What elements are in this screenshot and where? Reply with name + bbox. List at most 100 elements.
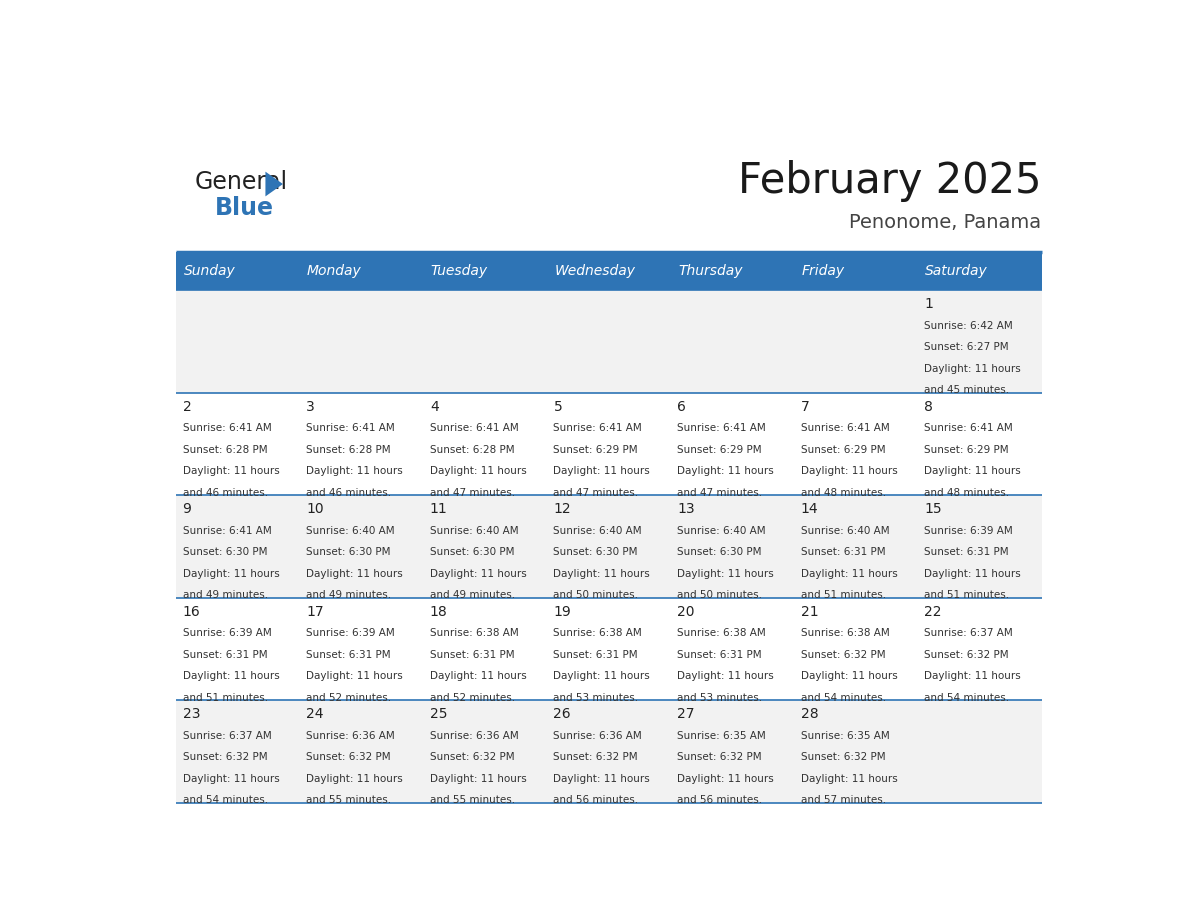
Text: and 53 minutes.: and 53 minutes. bbox=[554, 693, 639, 703]
Text: Sunset: 6:28 PM: Sunset: 6:28 PM bbox=[183, 445, 267, 454]
Text: Blue: Blue bbox=[215, 196, 273, 219]
Text: 24: 24 bbox=[307, 708, 323, 722]
Text: Daylight: 11 hours: Daylight: 11 hours bbox=[430, 774, 526, 784]
FancyBboxPatch shape bbox=[176, 252, 299, 290]
Text: 23: 23 bbox=[183, 708, 200, 722]
Text: 9: 9 bbox=[183, 502, 191, 517]
Text: Sunset: 6:30 PM: Sunset: 6:30 PM bbox=[307, 547, 391, 557]
Text: 25: 25 bbox=[430, 708, 448, 722]
Text: and 47 minutes.: and 47 minutes. bbox=[430, 487, 514, 498]
Polygon shape bbox=[265, 172, 283, 196]
Text: 13: 13 bbox=[677, 502, 695, 517]
Text: 2: 2 bbox=[183, 400, 191, 414]
Text: 28: 28 bbox=[801, 708, 819, 722]
FancyBboxPatch shape bbox=[299, 700, 423, 803]
Text: Daylight: 11 hours: Daylight: 11 hours bbox=[183, 569, 279, 579]
Text: Sunrise: 6:38 AM: Sunrise: 6:38 AM bbox=[430, 628, 519, 638]
Text: and 47 minutes.: and 47 minutes. bbox=[677, 487, 763, 498]
Text: Sunset: 6:31 PM: Sunset: 6:31 PM bbox=[430, 650, 514, 660]
FancyBboxPatch shape bbox=[299, 393, 423, 496]
FancyBboxPatch shape bbox=[423, 598, 546, 700]
Text: Daylight: 11 hours: Daylight: 11 hours bbox=[307, 466, 403, 476]
Text: Daylight: 11 hours: Daylight: 11 hours bbox=[677, 671, 773, 681]
Text: Sunrise: 6:37 AM: Sunrise: 6:37 AM bbox=[183, 731, 271, 741]
Text: Daylight: 11 hours: Daylight: 11 hours bbox=[801, 671, 897, 681]
Text: 7: 7 bbox=[801, 400, 809, 414]
Text: Sunset: 6:32 PM: Sunset: 6:32 PM bbox=[554, 753, 638, 762]
Text: 18: 18 bbox=[430, 605, 448, 619]
FancyBboxPatch shape bbox=[795, 252, 918, 290]
Text: and 54 minutes.: and 54 minutes. bbox=[183, 795, 267, 805]
Text: Daylight: 11 hours: Daylight: 11 hours bbox=[430, 466, 526, 476]
Text: 21: 21 bbox=[801, 605, 819, 619]
Text: Daylight: 11 hours: Daylight: 11 hours bbox=[801, 569, 897, 579]
FancyBboxPatch shape bbox=[918, 496, 1042, 598]
Text: Daylight: 11 hours: Daylight: 11 hours bbox=[554, 774, 650, 784]
Text: Sunrise: 6:39 AM: Sunrise: 6:39 AM bbox=[183, 628, 271, 638]
FancyBboxPatch shape bbox=[176, 393, 299, 496]
Text: and 47 minutes.: and 47 minutes. bbox=[554, 487, 639, 498]
Text: 15: 15 bbox=[924, 502, 942, 517]
Text: Sunrise: 6:41 AM: Sunrise: 6:41 AM bbox=[924, 423, 1013, 433]
Text: Sunset: 6:29 PM: Sunset: 6:29 PM bbox=[924, 445, 1009, 454]
Text: Sunset: 6:31 PM: Sunset: 6:31 PM bbox=[924, 547, 1009, 557]
Text: Daylight: 11 hours: Daylight: 11 hours bbox=[183, 466, 279, 476]
Text: Daylight: 11 hours: Daylight: 11 hours bbox=[307, 774, 403, 784]
FancyBboxPatch shape bbox=[795, 496, 918, 598]
Text: Sunset: 6:31 PM: Sunset: 6:31 PM bbox=[183, 650, 267, 660]
FancyBboxPatch shape bbox=[546, 598, 671, 700]
Text: Daylight: 11 hours: Daylight: 11 hours bbox=[924, 569, 1022, 579]
FancyBboxPatch shape bbox=[546, 496, 671, 598]
Text: Daylight: 11 hours: Daylight: 11 hours bbox=[924, 671, 1022, 681]
Text: Sunset: 6:32 PM: Sunset: 6:32 PM bbox=[183, 753, 267, 762]
Text: Sunrise: 6:38 AM: Sunrise: 6:38 AM bbox=[554, 628, 643, 638]
FancyBboxPatch shape bbox=[918, 700, 1042, 803]
Text: Daylight: 11 hours: Daylight: 11 hours bbox=[924, 364, 1022, 374]
FancyBboxPatch shape bbox=[546, 393, 671, 496]
Text: Daylight: 11 hours: Daylight: 11 hours bbox=[183, 774, 279, 784]
FancyBboxPatch shape bbox=[299, 252, 423, 290]
FancyBboxPatch shape bbox=[176, 598, 299, 700]
FancyBboxPatch shape bbox=[546, 700, 671, 803]
Text: and 53 minutes.: and 53 minutes. bbox=[677, 693, 763, 703]
Text: Penonome, Panama: Penonome, Panama bbox=[849, 213, 1042, 231]
Text: and 49 minutes.: and 49 minutes. bbox=[183, 590, 267, 600]
Text: and 57 minutes.: and 57 minutes. bbox=[801, 795, 886, 805]
Text: and 54 minutes.: and 54 minutes. bbox=[924, 693, 1010, 703]
Text: Sunset: 6:31 PM: Sunset: 6:31 PM bbox=[677, 650, 762, 660]
Text: Sunset: 6:32 PM: Sunset: 6:32 PM bbox=[677, 753, 762, 762]
FancyBboxPatch shape bbox=[423, 290, 546, 393]
Text: Sunset: 6:28 PM: Sunset: 6:28 PM bbox=[307, 445, 391, 454]
Text: 17: 17 bbox=[307, 605, 324, 619]
Text: and 48 minutes.: and 48 minutes. bbox=[924, 487, 1010, 498]
FancyBboxPatch shape bbox=[671, 393, 795, 496]
Text: Sunset: 6:29 PM: Sunset: 6:29 PM bbox=[801, 445, 885, 454]
FancyBboxPatch shape bbox=[918, 598, 1042, 700]
Text: Sunset: 6:31 PM: Sunset: 6:31 PM bbox=[307, 650, 391, 660]
Text: Sunset: 6:32 PM: Sunset: 6:32 PM bbox=[801, 753, 885, 762]
Text: 12: 12 bbox=[554, 502, 571, 517]
Text: Daylight: 11 hours: Daylight: 11 hours bbox=[924, 466, 1022, 476]
FancyBboxPatch shape bbox=[423, 700, 546, 803]
FancyBboxPatch shape bbox=[299, 598, 423, 700]
Text: 27: 27 bbox=[677, 708, 695, 722]
Text: 4: 4 bbox=[430, 400, 438, 414]
Text: Daylight: 11 hours: Daylight: 11 hours bbox=[801, 466, 897, 476]
Text: Sunset: 6:32 PM: Sunset: 6:32 PM bbox=[430, 753, 514, 762]
Text: and 50 minutes.: and 50 minutes. bbox=[554, 590, 638, 600]
Text: 8: 8 bbox=[924, 400, 934, 414]
Text: Sunrise: 6:40 AM: Sunrise: 6:40 AM bbox=[677, 526, 766, 536]
Text: and 55 minutes.: and 55 minutes. bbox=[430, 795, 514, 805]
Text: and 49 minutes.: and 49 minutes. bbox=[430, 590, 514, 600]
Text: Monday: Monday bbox=[308, 264, 362, 278]
Text: 1: 1 bbox=[924, 297, 934, 311]
Text: Sunset: 6:30 PM: Sunset: 6:30 PM bbox=[183, 547, 267, 557]
Text: Sunrise: 6:36 AM: Sunrise: 6:36 AM bbox=[554, 731, 643, 741]
Text: 14: 14 bbox=[801, 502, 819, 517]
Text: 19: 19 bbox=[554, 605, 571, 619]
Text: and 52 minutes.: and 52 minutes. bbox=[307, 693, 391, 703]
FancyBboxPatch shape bbox=[671, 496, 795, 598]
Text: Thursday: Thursday bbox=[678, 264, 742, 278]
FancyBboxPatch shape bbox=[918, 290, 1042, 393]
FancyBboxPatch shape bbox=[546, 290, 671, 393]
